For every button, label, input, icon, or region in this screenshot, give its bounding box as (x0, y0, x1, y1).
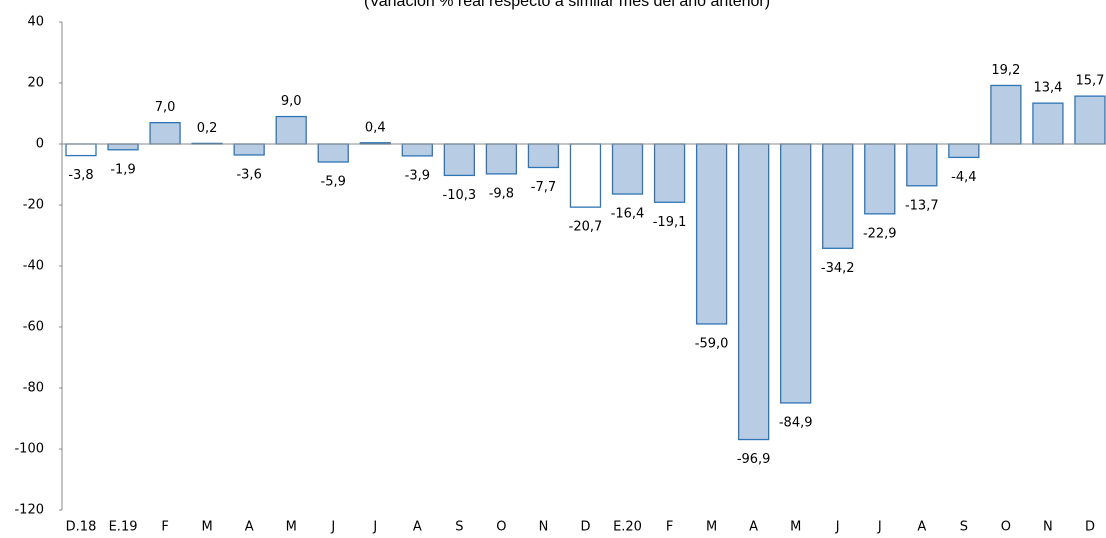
value-label: -22,9 (863, 226, 897, 241)
value-label: 19,2 (991, 63, 1020, 78)
value-label: -59,0 (695, 336, 729, 351)
bar (990, 84, 1022, 145)
bar (149, 122, 181, 145)
bar (864, 143, 896, 215)
value-label: -34,2 (821, 261, 855, 276)
value-label: -9,8 (489, 186, 514, 201)
value-label: 0,2 (197, 121, 218, 136)
bar (948, 143, 980, 159)
x-tick-label: M (790, 520, 801, 535)
value-label: -10,3 (443, 188, 477, 203)
value-label: -5,9 (321, 174, 346, 189)
x-tick-label: A (245, 520, 254, 535)
y-tick-label: -20 (23, 198, 44, 213)
value-label: 15,7 (1075, 74, 1104, 89)
bar (906, 143, 938, 187)
bar (527, 143, 560, 169)
value-label: -96,9 (737, 452, 771, 467)
bar (65, 143, 97, 157)
chart-subtitle: (Variación % real respecto a similar mes… (364, 0, 770, 10)
bar (569, 143, 602, 208)
bar (695, 143, 728, 325)
value-label: -3,6 (236, 167, 261, 182)
bar (107, 143, 139, 151)
value-label: 13,4 (1033, 81, 1062, 96)
value-label: -4,4 (951, 170, 976, 185)
value-label: -3,9 (405, 168, 430, 183)
x-tick-label: S (960, 520, 968, 535)
x-tick-label: E.19 (109, 520, 138, 535)
x-tick-label: F (666, 520, 673, 535)
value-label: -19,1 (653, 215, 687, 230)
x-tick-label: J (835, 520, 840, 535)
value-label: 9,0 (281, 94, 302, 109)
bar (233, 143, 265, 156)
y-tick-label: -80 (23, 381, 44, 396)
bar (1074, 95, 1106, 145)
value-label: -3,8 (68, 168, 93, 183)
value-label: -1,9 (110, 162, 135, 177)
bar (443, 143, 476, 177)
x-tick-label: A (749, 520, 758, 535)
x-tick-label: A (917, 520, 926, 535)
x-tick-label: M (202, 520, 213, 535)
x-tick-label: S (455, 520, 463, 535)
y-tick-label: -120 (14, 503, 44, 518)
y-tick-label: 0 (36, 137, 44, 152)
x-tick-label: J (877, 520, 882, 535)
value-label: -84,9 (779, 415, 813, 430)
x-tick-label: A (413, 520, 422, 535)
value-label: -13,7 (905, 198, 939, 213)
x-tick-label: N (539, 520, 549, 535)
y-tick-label: -40 (23, 259, 44, 274)
y-tick-label: 40 (27, 15, 44, 30)
y-tick-label: 20 (27, 76, 44, 91)
value-label: -7,7 (531, 180, 556, 195)
x-tick-label: D.18 (66, 520, 97, 535)
y-tick-label: -100 (14, 442, 44, 457)
bar (611, 143, 644, 195)
bar (822, 143, 854, 249)
x-tick-label: N (1043, 520, 1053, 535)
value-label: 0,4 (365, 120, 386, 135)
bar (737, 143, 770, 441)
x-tick-label: F (161, 520, 168, 535)
x-tick-label: M (286, 520, 297, 535)
bar (653, 143, 686, 203)
value-label: 7,0 (155, 100, 176, 115)
x-tick-label: M (706, 520, 717, 535)
y-tick-label: -60 (23, 320, 44, 335)
bar (401, 143, 433, 157)
bar (485, 143, 518, 175)
bar (317, 143, 349, 163)
x-tick-label: D (1085, 520, 1095, 535)
x-tick-label: O (496, 520, 506, 535)
bar (1032, 102, 1064, 145)
x-tick-label: D (580, 520, 590, 535)
value-label: -20,7 (569, 220, 603, 235)
bar (275, 115, 307, 145)
value-label: -16,4 (611, 207, 645, 222)
x-tick-label: O (1001, 520, 1011, 535)
x-tick-label: J (372, 520, 377, 535)
bar (780, 143, 812, 404)
x-tick-label: E.20 (613, 520, 642, 535)
x-tick-label: J (330, 520, 335, 535)
